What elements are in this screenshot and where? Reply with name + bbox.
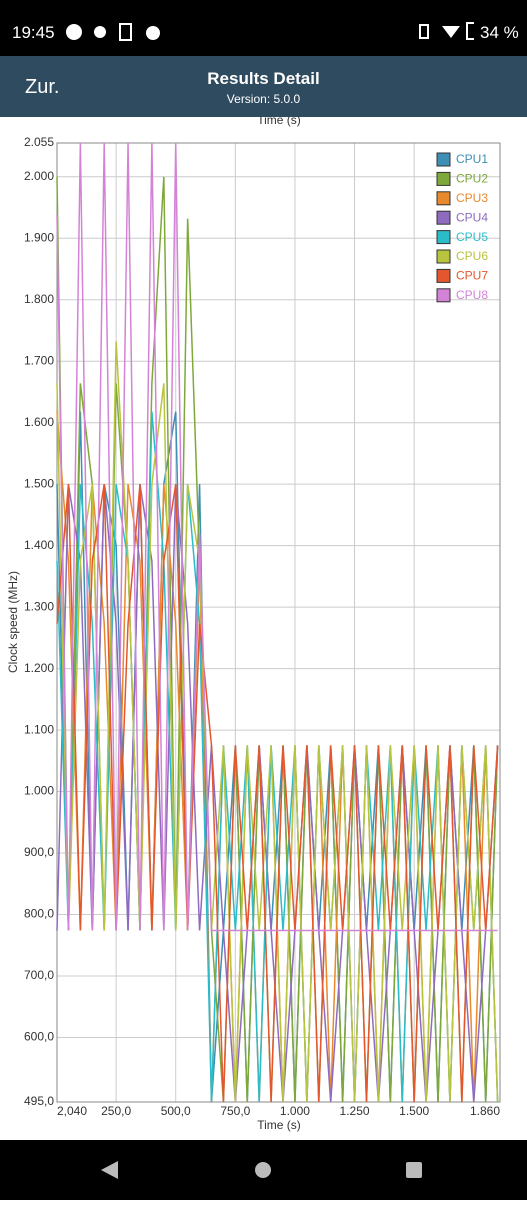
legend-swatch <box>436 249 451 264</box>
legend-swatch <box>436 191 451 206</box>
legend-label: CPU8 <box>456 288 488 302</box>
y-tick-label: 2.000 <box>24 169 54 183</box>
legend-swatch <box>436 210 451 225</box>
legend-swatch <box>436 171 451 186</box>
chart: Time (s) Time (s) Clock speed (MHz) 2.05… <box>6 117 501 1132</box>
legend-swatch <box>436 268 451 283</box>
y-tick-label: 1.700 <box>24 353 54 367</box>
x-tick-label: 2,040 <box>57 1104 87 1118</box>
status-icons <box>66 23 160 41</box>
legend-swatch <box>436 288 451 303</box>
legend-label: CPU5 <box>456 230 488 244</box>
legend-label: CPU4 <box>456 210 488 224</box>
y-axis-title: Clock speed (MHz) <box>6 571 20 673</box>
series-line <box>56 142 498 932</box>
y-tick-label: 1.800 <box>24 292 54 306</box>
title: Results Detail <box>207 69 320 88</box>
status-icons-right <box>419 22 474 40</box>
app-header: Zur. Results Detail Version: 5.0.0 <box>0 56 527 117</box>
y-tick-label: 1.300 <box>24 599 54 613</box>
x-tick-label: 250,0 <box>101 1104 131 1118</box>
legend-label: CPU3 <box>456 191 488 205</box>
subtitle: Version: 5.0.0 <box>226 92 301 106</box>
y-tick-label: 700,0 <box>24 968 54 982</box>
y-tick-label: 495,0 <box>24 1094 54 1108</box>
legend-label: CPU2 <box>456 172 488 186</box>
x-tick-label: 1.000 <box>280 1104 310 1118</box>
series-line <box>56 484 499 1103</box>
home-nav[interactable] <box>255 1162 271 1178</box>
x-tick-label: 750,0 <box>220 1104 250 1118</box>
nav-buttons <box>101 1161 422 1179</box>
status-bar: 19:45 34 % <box>0 0 527 56</box>
y-tick-label: 900,0 <box>24 845 54 859</box>
legend-swatch <box>436 152 451 167</box>
x-tick-label: 1.860 <box>470 1104 500 1118</box>
legend-label: CPU7 <box>456 269 488 283</box>
back-nav[interactable] <box>101 1161 118 1179</box>
y-tick-label: 1.000 <box>24 784 54 798</box>
clock: 19:45 <box>12 23 55 42</box>
y-tick-label: 1.400 <box>24 538 54 552</box>
nav-bar <box>0 1140 527 1200</box>
x-tick-label: 1.500 <box>399 1104 429 1118</box>
battery: 34 % <box>480 23 519 42</box>
y-tick-label: 2.055 <box>24 135 54 149</box>
y-tick-label: 1.900 <box>24 230 54 244</box>
y-tick-label: 800,0 <box>24 907 54 921</box>
x-axis-title: Time (s) <box>257 1118 301 1132</box>
x-axis-title-top: Time (s) <box>257 117 301 127</box>
y-tick-label: 600,0 <box>24 1030 54 1044</box>
x-tick-label: 1.250 <box>340 1104 370 1118</box>
legend-label: CPU6 <box>456 249 488 263</box>
y-tick-label: 1.200 <box>24 661 54 675</box>
series-line <box>56 484 499 1103</box>
x-tick-label: 500,0 <box>161 1104 191 1118</box>
legend-swatch <box>436 230 451 245</box>
y-tick-label: 1.500 <box>24 476 54 490</box>
back-button[interactable]: Zur. <box>25 76 60 98</box>
series-line <box>56 176 499 1103</box>
legend-label: CPU1 <box>456 152 488 166</box>
y-tick-label: 1.100 <box>24 722 54 736</box>
recents-nav[interactable] <box>406 1162 422 1178</box>
y-tick-label: 1.600 <box>24 415 54 429</box>
